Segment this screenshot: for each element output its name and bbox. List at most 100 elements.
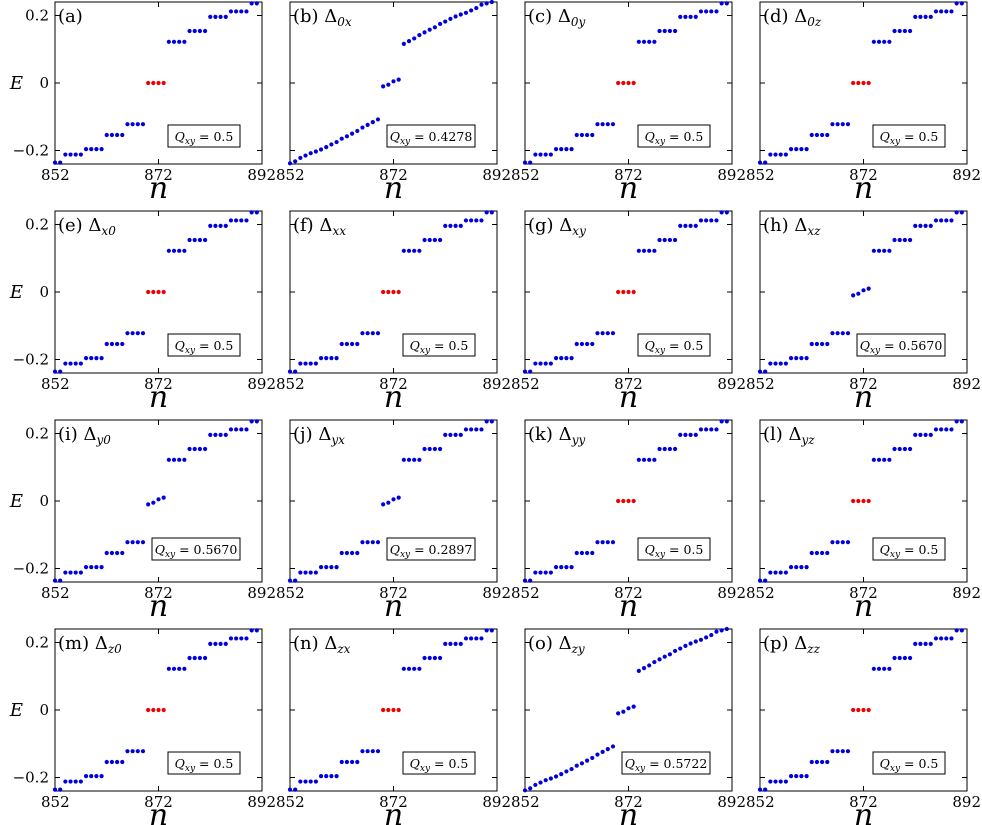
- qxy-value: Qxy = 0.5670: [860, 338, 943, 356]
- energy-point: [714, 218, 719, 223]
- zero-mode-point: [151, 80, 156, 86]
- energy-point: [463, 636, 469, 641]
- energy-point: [794, 565, 799, 570]
- energy-point: [610, 540, 616, 545]
- energy-point: [458, 223, 463, 228]
- energy-point: [928, 223, 933, 228]
- energy-point: [763, 787, 768, 792]
- x-tick-label: 872: [144, 584, 173, 602]
- energy-point: [845, 540, 851, 545]
- energy-point: [652, 457, 657, 462]
- energy-point: [688, 641, 693, 646]
- energy-point: [130, 331, 135, 336]
- energy-point: [548, 152, 553, 157]
- energy-point: [202, 446, 208, 452]
- energy-point: [104, 759, 109, 765]
- energy-point: [861, 288, 866, 293]
- energy-point: [484, 628, 489, 633]
- energy-point: [125, 331, 130, 336]
- energy-point: [213, 641, 218, 646]
- panel-label: (j) Δyx: [293, 424, 345, 447]
- x-tick-label: 892: [482, 793, 511, 811]
- energy-point: [809, 341, 814, 347]
- qxy-value: Qxy = 0.5: [645, 338, 704, 356]
- energy-point: [636, 248, 641, 253]
- energy-point: [897, 446, 902, 452]
- panel-p: 852 872 892 n (p) Δzz Qxy = 0.5: [746, 628, 981, 825]
- energy-point: [484, 419, 489, 424]
- energy-point: [585, 550, 590, 556]
- zero-mode-point: [626, 498, 631, 504]
- energy-point: [130, 122, 135, 127]
- energy-point: [783, 570, 788, 575]
- energy-point: [135, 540, 140, 545]
- energy-point: [489, 210, 494, 215]
- energy-point: [548, 776, 553, 781]
- energy-point: [83, 565, 89, 570]
- energy-point: [244, 636, 249, 641]
- energy-point: [590, 341, 595, 347]
- energy-point: [652, 248, 657, 253]
- x-tick-label: 872: [379, 375, 408, 393]
- energy-point: [693, 223, 698, 228]
- energy-point: [293, 787, 298, 792]
- energy-point: [412, 457, 417, 462]
- qxy-box: [621, 751, 711, 775]
- x-tick-label: 852: [41, 166, 70, 184]
- energy-point: [417, 666, 422, 671]
- energy-point: [907, 28, 913, 34]
- energy-point: [463, 427, 469, 432]
- energy-point: [448, 223, 453, 228]
- energy-point: [391, 79, 396, 84]
- x-tick-label: 892: [717, 584, 746, 602]
- x-tick-label: 852: [511, 375, 540, 393]
- qxy-box: [167, 124, 241, 148]
- energy-point: [892, 237, 897, 243]
- zero-mode-point: [621, 498, 626, 504]
- energy-point: [58, 160, 63, 165]
- energy-point: [432, 655, 437, 661]
- energy-point: [437, 237, 443, 243]
- zero-mode-point: [621, 289, 626, 295]
- energy-point: [600, 540, 605, 545]
- energy-point: [254, 628, 259, 633]
- energy-point: [412, 666, 417, 671]
- energy-point: [794, 774, 799, 779]
- energy-point: [678, 223, 683, 228]
- qxy-value: Qxy = 0.5: [645, 129, 704, 147]
- panel-h: 852 872 892 n (h) Δxz Qxy = 0.5670: [746, 210, 981, 415]
- energy-point: [662, 654, 667, 659]
- qxy-value: Qxy = 0.5: [880, 542, 939, 560]
- energy-point: [489, 0, 494, 5]
- energy-point: [641, 39, 647, 44]
- x-tick-label: 852: [41, 793, 70, 811]
- energy-point: [616, 711, 621, 716]
- energy-point: [192, 655, 197, 661]
- energy-point: [234, 636, 239, 641]
- energy-point: [876, 39, 882, 44]
- y-tick-label: 0.2: [25, 216, 49, 234]
- energy-point: [636, 457, 641, 462]
- x-axis-label: n: [149, 589, 168, 624]
- energy-point: [432, 237, 437, 243]
- energy-point: [239, 636, 244, 641]
- panel-a: 852 872 892 −0.2 0 0.2 En (a) Qxy = 0.5: [9, 1, 276, 206]
- energy-point: [375, 749, 381, 754]
- y-tick-label: 0: [39, 74, 49, 92]
- energy-point: [83, 774, 89, 779]
- energy-point: [933, 218, 939, 223]
- energy-point: [757, 160, 763, 165]
- energy-point: [427, 237, 432, 243]
- energy-point: [600, 331, 605, 336]
- panel-label: (k) Δyy: [528, 424, 585, 447]
- energy-point: [882, 457, 887, 462]
- energy-point: [688, 432, 693, 437]
- energy-point: [360, 331, 365, 336]
- energy-point: [223, 641, 228, 646]
- energy-point: [422, 655, 427, 661]
- energy-point: [688, 223, 693, 228]
- energy-point: [783, 152, 788, 157]
- energy-point: [381, 84, 386, 89]
- x-axis-label: n: [854, 380, 873, 415]
- x-axis-label: n: [854, 798, 873, 825]
